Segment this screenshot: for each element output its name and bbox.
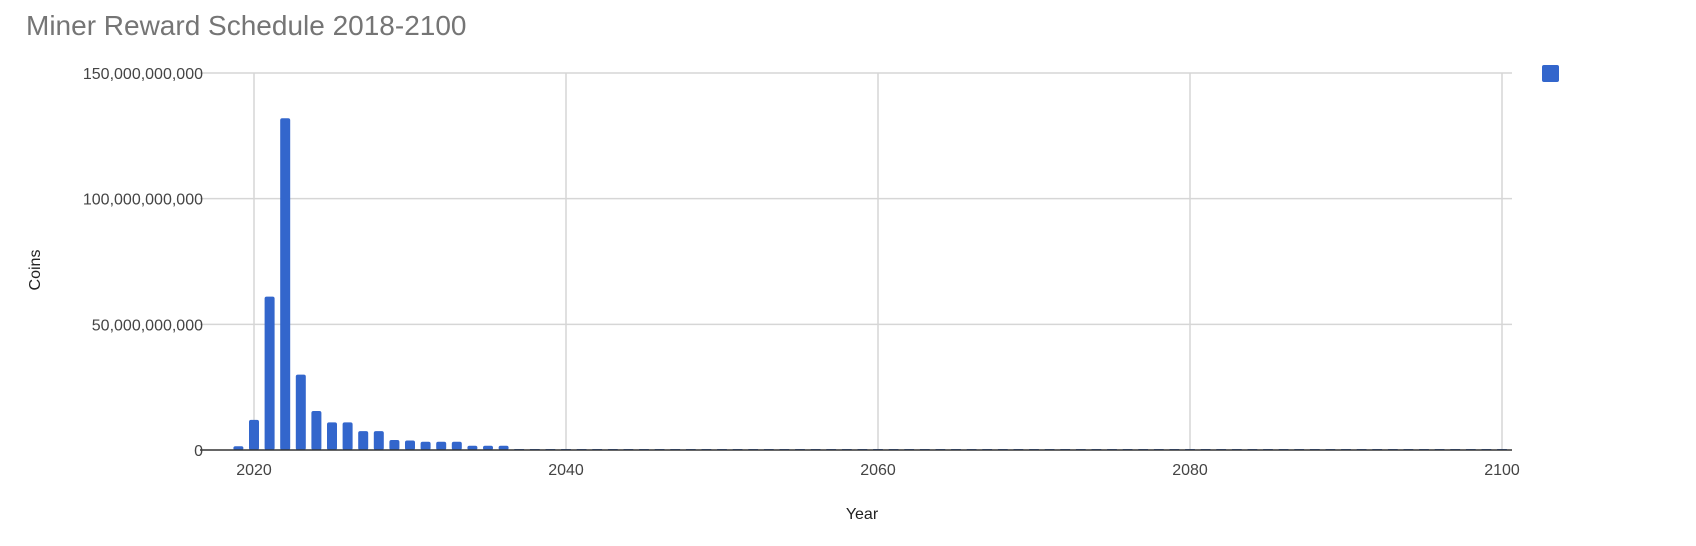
x-tick-label: 2040 bbox=[548, 462, 584, 479]
y-axis-title: Coins bbox=[27, 250, 44, 291]
bar bbox=[295, 374, 306, 450]
x-axis-title: Year bbox=[846, 506, 879, 523]
bar bbox=[311, 411, 322, 450]
bar bbox=[249, 419, 259, 450]
bar bbox=[436, 441, 447, 450]
bar bbox=[389, 439, 400, 450]
chart-title: Miner Reward Schedule 2018-2100 bbox=[26, 10, 467, 41]
y-tick-label: 50,000,000,000 bbox=[92, 317, 203, 334]
x-tick-label: 2060 bbox=[860, 462, 896, 479]
bar bbox=[420, 441, 431, 450]
bar bbox=[280, 118, 291, 451]
bar bbox=[233, 446, 244, 450]
bar bbox=[467, 445, 478, 450]
bar bbox=[264, 296, 275, 450]
x-tick-label: 2080 bbox=[1172, 462, 1208, 479]
bar bbox=[451, 441, 462, 450]
y-tick-label: 150,000,000,000 bbox=[83, 66, 203, 83]
grid-layer bbox=[200, 72, 1512, 450]
bar bbox=[498, 445, 509, 450]
y-tick-label: 0 bbox=[194, 443, 203, 460]
x-tick-label: 2100 bbox=[1484, 462, 1520, 479]
bar bbox=[405, 440, 415, 450]
y-tick-label: 100,000,000,000 bbox=[83, 192, 203, 209]
bar bbox=[342, 422, 353, 450]
bar bbox=[358, 431, 369, 450]
bar bbox=[327, 422, 337, 450]
bar bbox=[373, 431, 384, 450]
bar bbox=[483, 445, 493, 450]
bars-layer bbox=[233, 118, 1507, 451]
x-tick-label: 2020 bbox=[236, 462, 272, 479]
legend-swatch bbox=[1542, 65, 1559, 82]
labels-layer: 0 50,000,000,000 100,000,000,000 150,000,00… bbox=[83, 66, 1520, 479]
